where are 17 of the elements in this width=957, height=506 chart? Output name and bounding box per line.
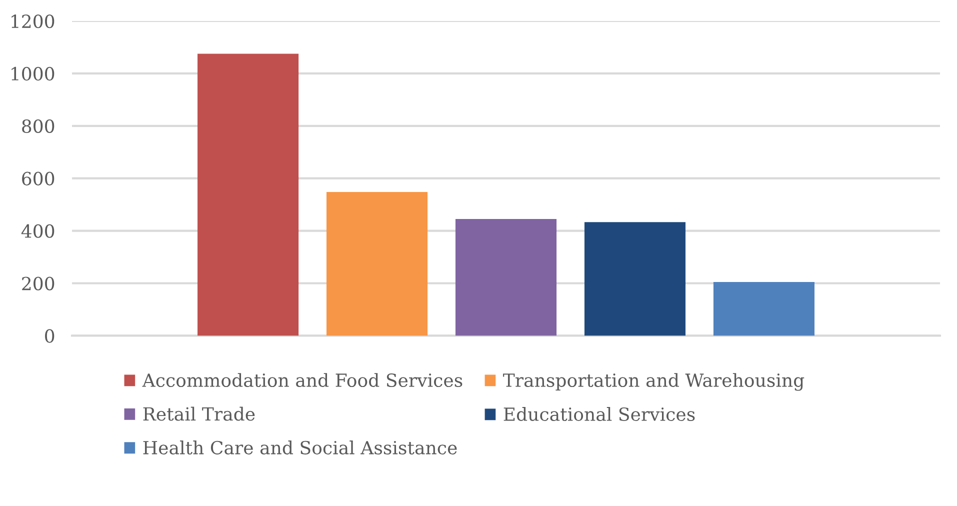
legend-label: Accommodation and Food Services (142, 373, 462, 388)
bar (584, 222, 686, 336)
legend-label: Transportation and Warehousing (503, 373, 804, 391)
legend-label: Retail Trade (143, 406, 255, 421)
y-tick-label: 600 (22, 172, 54, 186)
legend-label: Educational Services (504, 407, 695, 422)
bar (326, 192, 428, 336)
y-tick-label: 400 (21, 224, 54, 238)
bar (455, 219, 557, 336)
y-tick-label: 200 (22, 276, 54, 290)
y-tick-label: 1000 (12, 66, 54, 81)
bar (713, 282, 814, 336)
y-tick-label: 1200 (12, 14, 54, 28)
y-tick-label: 800 (22, 119, 54, 134)
legend-label: Health Care and Social Assistance (143, 440, 457, 454)
y-tick-label: 0 (45, 329, 54, 343)
bar (198, 54, 299, 336)
